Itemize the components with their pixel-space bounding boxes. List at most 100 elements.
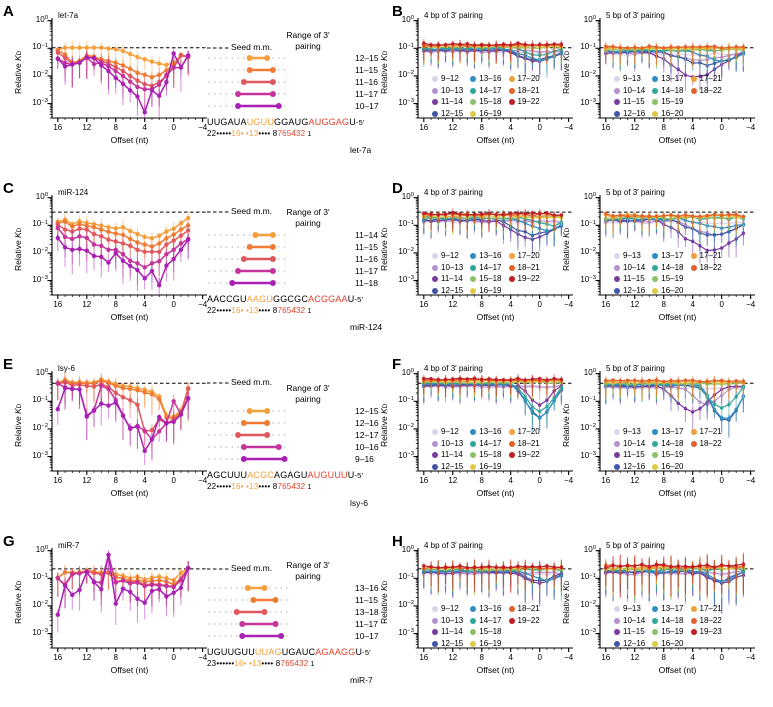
legend-item[interactable]: 13–17	[652, 427, 684, 437]
plot-a-xtick[interactable]: 4	[142, 123, 147, 132]
legend-label[interactable]: 15–18	[479, 450, 502, 459]
plot-c-xtick[interactable]: 8	[113, 300, 118, 309]
plot-d-5bp-y-axis-label[interactable]: Relative KD	[561, 227, 571, 271]
legend-color-swatch[interactable]	[614, 253, 620, 259]
plot-title-mirna[interactable]: miR-7	[58, 541, 80, 550]
legend-color-swatch[interactable]	[614, 99, 620, 105]
legend-color-swatch[interactable]	[432, 640, 438, 647]
plot-f-4bp-xtick[interactable]: 0	[537, 476, 542, 485]
legend-color-swatch[interactable]	[508, 264, 515, 271]
plot-f-5bp-legend-col[interactable]: 17–21 18–22	[690, 427, 722, 472]
legend-color-swatch[interactable]	[432, 429, 438, 435]
plot-f-4bp-xtick[interactable]: 12	[448, 476, 458, 485]
plot-f-4bp-legend-col[interactable]: 17–20 18–21 19–22	[508, 427, 540, 472]
legend-label[interactable]: 9–12	[441, 251, 459, 260]
plot-b-5bp-title[interactable]: 5 bp of 3′ pairing	[606, 11, 665, 20]
legend-label[interactable]: 10–14	[623, 262, 646, 272]
plot-d-4bp-ytick[interactable]: 100	[401, 191, 414, 201]
plot-d-4bp-xtick[interactable]: 4	[508, 300, 513, 309]
plot-d-4bp-xtick[interactable]: −4	[564, 300, 574, 309]
plot-g-ytick[interactable]: 10−3	[32, 627, 48, 637]
range-of-pairing-title[interactable]: Range of 3′ pairing	[286, 560, 330, 581]
plot-b-5bp-legend-col[interactable]: 13–17 14–18 15–19 16–20	[652, 74, 684, 119]
legend-label[interactable]: 15–19	[661, 97, 684, 106]
plot-f-4bp-ytick[interactable]: 10−3	[398, 450, 414, 460]
legend-label[interactable]: 16–19	[479, 108, 502, 118]
legend-label[interactable]: 17–21	[699, 604, 722, 613]
plot-f-4bp-y-axis-label[interactable]: Relative KD	[379, 403, 389, 447]
plot-b-5bp-xtick[interactable]: 4	[690, 123, 695, 132]
legend-label[interactable]: 9–12	[441, 427, 459, 436]
plot-e-y-axis-label[interactable]: Relative KD	[13, 403, 23, 447]
legend-item[interactable]: 16–20	[652, 639, 684, 649]
legend-label[interactable]: 12–16	[623, 638, 646, 648]
legend-color-swatch[interactable]	[690, 264, 697, 271]
legend-item[interactable]: 17–21	[690, 74, 722, 84]
plot-h-5bp-xtick[interactable]: 16	[601, 653, 611, 662]
legend-color-swatch[interactable]	[432, 629, 438, 635]
plot-c-y-axis-label[interactable]: Relative KD	[13, 227, 23, 271]
plot-h-5bp-xtick[interactable]: −4	[746, 653, 756, 662]
pairing-range-label[interactable]: 11–15	[355, 65, 379, 75]
plot-h-5bp-ytick[interactable]: 10−1	[580, 572, 596, 582]
plot-d-4bp-ytick[interactable]: 10−3	[398, 274, 414, 284]
legend-color-swatch[interactable]	[470, 452, 477, 458]
legend-color-swatch[interactable]	[652, 253, 659, 259]
legend-item[interactable]: 17–21	[690, 251, 722, 261]
legend-color-swatch[interactable]	[470, 99, 477, 105]
legend-item[interactable]: 16–20	[652, 462, 684, 472]
legend-color-swatch[interactable]	[508, 99, 515, 105]
legend-item[interactable]: 14–18	[652, 262, 684, 273]
plot-e-ytick[interactable]: 10−3	[32, 450, 48, 460]
plot-b-4bp-ytick[interactable]: 100	[401, 14, 414, 24]
plot-f-4bp-ytick[interactable]: 10−2	[398, 422, 414, 432]
plot-f-5bp-xtick[interactable]: −4	[746, 476, 756, 485]
plot-d-4bp-xtick[interactable]: 0	[537, 300, 542, 309]
plot-g[interactable]	[47, 548, 207, 652]
legend-item[interactable]: 12–16	[614, 109, 645, 119]
legend-label[interactable]: 18–22	[699, 438, 722, 448]
plot-f-5bp-xtick[interactable]: 8	[661, 476, 666, 485]
mirna-position-numbers[interactable]: 22•••••16• •13•••• 8765432 1	[207, 482, 312, 492]
plot-e-x-axis-label[interactable]: Offset (nt)	[110, 488, 149, 498]
legend-item[interactable]: 15–19	[652, 450, 684, 460]
plot-e-xtick[interactable]: 12	[82, 476, 92, 485]
plot-d-5bp-xtick[interactable]: 0	[719, 300, 724, 309]
plot-h-5bp-ytick[interactable]: 10−2	[580, 599, 596, 609]
plot-h-4bp-legend-col[interactable]: 13–16 14–17 15–18 16–19	[470, 604, 502, 649]
legend-item[interactable]: 15–18	[470, 450, 502, 460]
legend-color-swatch[interactable]	[432, 463, 438, 470]
plot-h-4bp[interactable]	[413, 548, 573, 652]
plot-e-ytick[interactable]: 10−1	[32, 395, 48, 405]
pairing-range-label[interactable]: 11–15	[355, 595, 379, 605]
plot-d-5bp-ytick[interactable]: 100	[583, 191, 596, 201]
legend-label[interactable]: 12–15	[441, 108, 464, 118]
legend-item[interactable]: 13–17	[652, 604, 684, 614]
legend-color-swatch[interactable]	[690, 76, 697, 82]
plot-d-5bp-xtick[interactable]: 8	[661, 300, 666, 309]
legend-label[interactable]: 14–17	[479, 438, 502, 448]
legend-item[interactable]: 9–13	[614, 427, 645, 437]
legend-label[interactable]: 14–18	[661, 262, 684, 272]
legend-item[interactable]: 18–21	[508, 86, 540, 96]
plot-f-5bp-xtick[interactable]: 4	[690, 476, 695, 485]
plot-h-4bp-xtick[interactable]: 8	[479, 653, 484, 662]
plot-title-mirna[interactable]: miR-124	[58, 188, 89, 197]
legend-color-swatch[interactable]	[432, 110, 438, 117]
pairing-range-label[interactable]: 11–17	[355, 89, 379, 99]
legend-color-swatch[interactable]	[470, 463, 477, 470]
legend-item[interactable]: 12–15	[432, 639, 463, 649]
legend-color-swatch[interactable]	[432, 276, 438, 282]
legend-color-swatch[interactable]	[614, 87, 620, 94]
legend-color-swatch[interactable]	[652, 617, 659, 624]
legend-color-swatch[interactable]	[470, 429, 477, 435]
legend-label[interactable]: 13–17	[661, 427, 684, 436]
legend-label[interactable]: 16–20	[661, 285, 684, 295]
plot-e-xtick[interactable]: 4	[142, 476, 147, 485]
plot-b-4bp-title[interactable]: 4 bp of 3′ pairing	[424, 11, 483, 20]
legend-item[interactable]: 17–20	[508, 427, 540, 437]
plot-f-4bp-legend-col[interactable]: 13–16 14–17 15–18 16–19	[470, 427, 502, 472]
legend-label[interactable]: 15–18	[479, 627, 502, 636]
legend-label[interactable]: 18–22	[699, 615, 722, 625]
plot-d-4bp-legend-col[interactable]: 9–12 10–13 11–14 12–15	[432, 251, 463, 296]
